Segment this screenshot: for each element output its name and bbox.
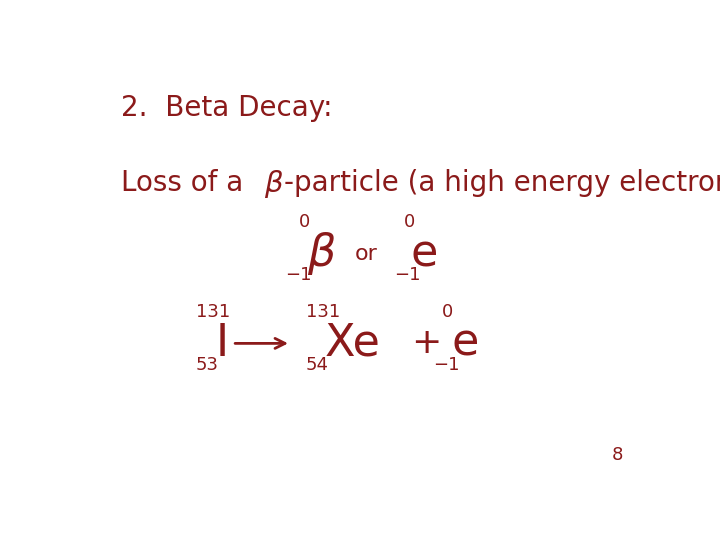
Text: Loss of a: Loss of a [121,168,252,197]
Text: Xe: Xe [324,322,380,365]
Text: $\beta$: $\beta$ [307,231,336,278]
Text: or: or [355,244,378,264]
Text: −1: −1 [394,266,420,285]
Text: 53: 53 [196,356,219,374]
Text: 0: 0 [404,213,415,231]
Text: +: + [411,326,441,360]
Text: 0: 0 [441,302,453,321]
Text: 54: 54 [306,356,329,374]
Text: 8: 8 [611,446,623,464]
Text: 0: 0 [300,213,310,231]
Text: 131: 131 [196,302,230,321]
Text: I: I [215,322,229,365]
Text: e: e [411,233,438,275]
Text: −1: −1 [433,356,459,374]
Text: 131: 131 [306,302,340,321]
Text: −1: −1 [285,266,312,285]
Text: 2.  Beta Decay:: 2. Beta Decay: [121,94,332,122]
Text: $\beta$: $\beta$ [264,168,284,200]
Text: e: e [451,322,478,365]
Text: -particle (a high energy electron): -particle (a high energy electron) [284,168,720,197]
